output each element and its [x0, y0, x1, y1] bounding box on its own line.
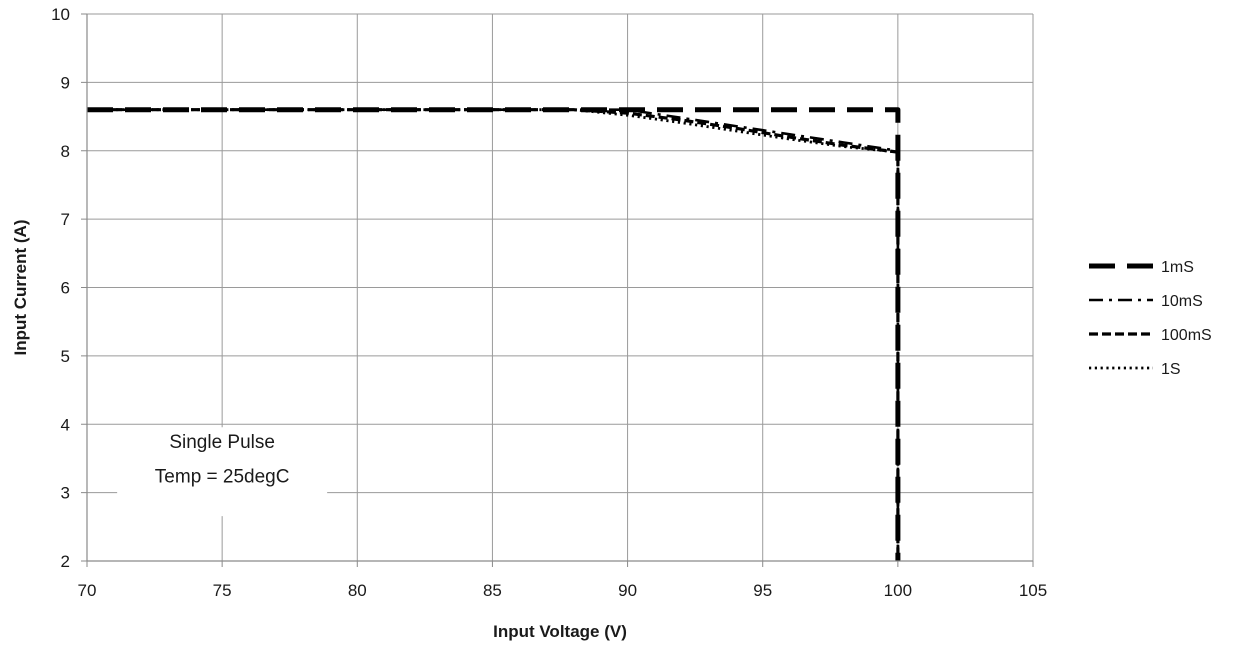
axes: 70 75 80 85 90 95 100 105 2 3 4 5 6 7 8 9 10	[51, 5, 1047, 600]
x-tick-label: 70	[78, 581, 97, 600]
grid	[86, 13, 1034, 562]
x-tick-label: 105	[1019, 581, 1047, 600]
y-tick-label: 9	[61, 73, 70, 92]
y-tick-label: 2	[61, 552, 70, 571]
legend-label: 10mS	[1161, 293, 1203, 310]
legend: 1mS 10mS 100mS 1S	[1089, 259, 1212, 378]
annotation-line-2: Temp = 25degC	[155, 466, 290, 487]
x-tick-label: 90	[618, 581, 637, 600]
x-tick-label: 100	[884, 581, 912, 600]
x-tick-label: 85	[483, 581, 502, 600]
y-tick-label: 10	[51, 5, 70, 24]
annotation-box: Single Pulse Temp = 25degC	[117, 427, 328, 517]
x-tick-label: 80	[348, 581, 367, 600]
legend-label: 100mS	[1161, 327, 1212, 344]
x-tick-label: 75	[213, 581, 232, 600]
x-tick-label: 95	[753, 581, 772, 600]
y-tick-label: 3	[61, 484, 70, 503]
y-tick-label: 5	[61, 347, 70, 366]
series-lines	[87, 107, 901, 561]
legend-label: 1S	[1161, 361, 1181, 378]
annotation-background	[117, 427, 328, 517]
y-tick-label: 7	[61, 210, 70, 229]
y-tick-label: 6	[61, 279, 70, 298]
y-tick-label: 8	[61, 142, 70, 161]
legend-label: 1mS	[1161, 259, 1194, 276]
y-tick-label: 4	[61, 415, 70, 434]
x-axis-title: Input Voltage (V)	[493, 622, 627, 641]
annotation-line-1: Single Pulse	[169, 432, 275, 453]
y-axis-title: Input Current (A)	[11, 220, 30, 356]
series-line-1s	[87, 108, 900, 561]
series-line-10ms	[87, 108, 900, 561]
